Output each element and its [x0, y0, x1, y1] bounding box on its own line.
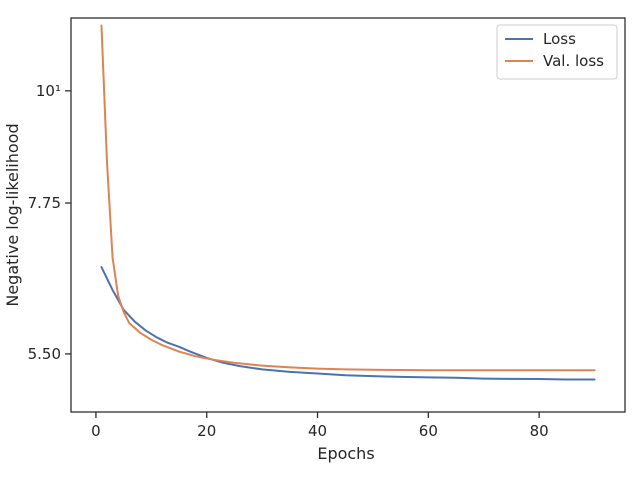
y-axis-label: Negative log-likelihood [3, 123, 22, 306]
y-tick-label: 7.75 [28, 194, 61, 212]
legend-label: Loss [543, 30, 576, 48]
x-axis-label: Epochs [317, 444, 374, 463]
y-tick-label: 5.50 [28, 345, 61, 363]
x-tick-label: 40 [308, 422, 327, 440]
series-line-2 [100, 24, 596, 372]
x-tick-label: 60 [419, 422, 438, 440]
legend-label: Val. loss [543, 52, 604, 70]
legend: Loss Val. loss [496, 24, 618, 80]
series-layer [100, 24, 596, 381]
axis-layer: 0 20 40 60 80 10¹ 7.75 5.50 [28, 82, 549, 440]
series-line-1 [100, 266, 596, 381]
x-tick-label: 0 [91, 422, 101, 440]
y-tick-label: 10¹ [36, 82, 61, 100]
x-tick-label: 80 [530, 422, 549, 440]
x-tick-label: 20 [197, 422, 216, 440]
plot-frame [70, 17, 626, 413]
